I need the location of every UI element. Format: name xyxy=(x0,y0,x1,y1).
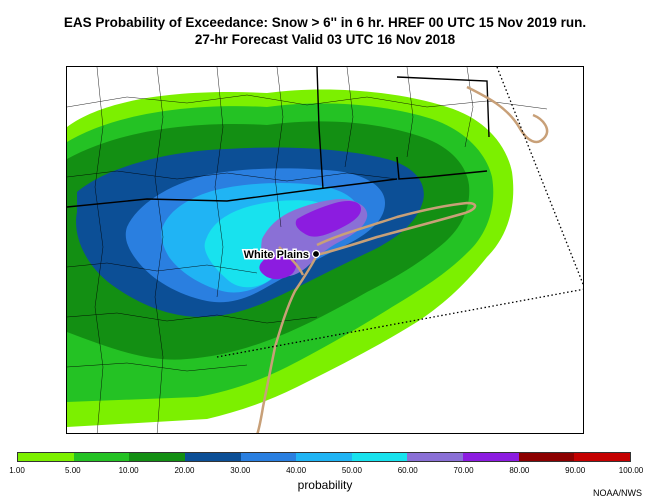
credit-text: NOAA/NWS xyxy=(592,488,642,498)
colorbar-tick-label: 20.00 xyxy=(174,466,195,475)
colorbar-segment xyxy=(518,453,575,461)
probability-map: White Plains xyxy=(66,66,584,434)
title-line-1: EAS Probability of Exceedance: Snow > 6'… xyxy=(63,15,587,30)
colorbar-tick-label: 60.00 xyxy=(397,466,418,475)
colorbar-tick-label: 80.00 xyxy=(509,466,530,475)
colorbar-tick-label: 10.00 xyxy=(118,466,139,475)
coastline xyxy=(256,85,549,433)
colorbar-label: probability xyxy=(297,478,353,492)
colorbar-segment xyxy=(407,453,464,461)
colorbar-segment xyxy=(351,453,408,461)
colorbar-tick-label: 1.00 xyxy=(9,466,25,475)
colorbar-segment xyxy=(463,453,519,461)
colorbar-segment xyxy=(296,453,352,461)
contour-70-south xyxy=(259,254,297,280)
white-plains-marker xyxy=(311,249,321,259)
colorbar xyxy=(17,452,631,462)
colorbar-segment xyxy=(18,453,74,461)
colorbar-segment xyxy=(574,453,631,461)
colorbar-tick-label: 100.00 xyxy=(618,466,644,475)
state-borders xyxy=(67,67,490,208)
colorbar-segment xyxy=(73,453,130,461)
map-svg: White Plains xyxy=(67,67,583,433)
colorbar-segment xyxy=(129,453,185,461)
colorbar-segment xyxy=(184,453,241,461)
colorbar-tick-label: 90.00 xyxy=(565,466,586,475)
colorbar-tick-label: 5.00 xyxy=(65,466,81,475)
colorbar-segment xyxy=(240,453,297,461)
colorbar-tick-label: 50.00 xyxy=(341,466,362,475)
white-plains-label: White Plains xyxy=(244,249,309,261)
colorbar-tick-label: 70.00 xyxy=(453,466,474,475)
colorbar-tick-label: 40.00 xyxy=(286,466,307,475)
chart-title: EAS Probability of Exceedance: Snow > 6'… xyxy=(0,14,650,48)
contour-70 xyxy=(295,201,361,237)
title-line-2: 27-hr Forecast Valid 03 UTC 16 Nov 2018 xyxy=(194,32,456,47)
colorbar-tick-label: 30.00 xyxy=(230,466,251,475)
